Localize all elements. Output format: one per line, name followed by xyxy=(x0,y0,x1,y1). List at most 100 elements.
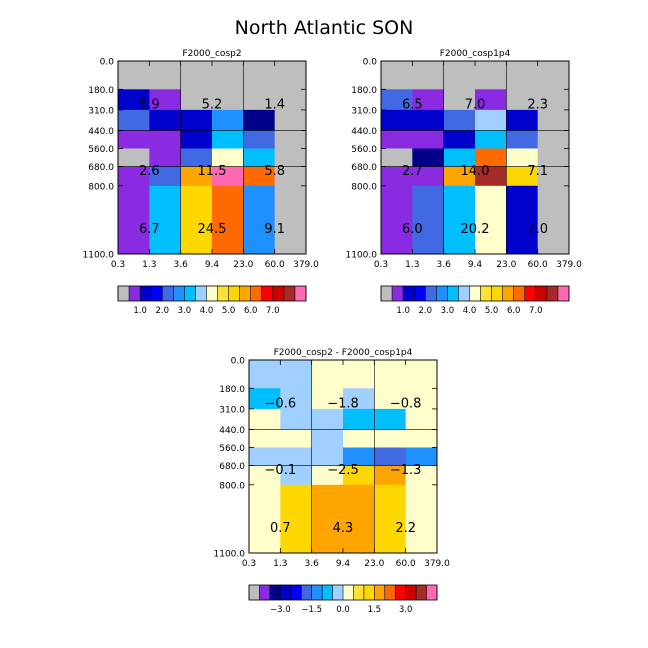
heatmap-cell xyxy=(118,89,150,111)
colorbar-swatch xyxy=(195,286,207,301)
heatmap-cell xyxy=(280,388,313,410)
x-tick-label: 0.3 xyxy=(374,260,388,270)
heatmap-cell xyxy=(537,130,570,149)
heatmap-cell xyxy=(475,61,507,90)
colorbar-frame xyxy=(380,285,570,302)
colorbar-swatch xyxy=(259,585,271,600)
colorbar-swatch xyxy=(217,286,229,301)
heatmap-cell xyxy=(443,89,476,111)
colorbar-swatch xyxy=(480,286,492,301)
panel-title: F2000_cosp2 - F2000_cosp1p4 xyxy=(274,348,413,358)
heatmap-cell xyxy=(343,465,375,486)
colorbar-label: 3.0 xyxy=(441,306,455,316)
colorbar-swatch xyxy=(384,585,396,600)
heatmap-cell xyxy=(405,465,438,486)
x-tick-label: 379.0 xyxy=(293,260,319,270)
colorbar-label: −3.0 xyxy=(270,605,291,615)
heatmap-cell xyxy=(405,408,438,430)
y-tick-label: 680.0 xyxy=(351,163,377,173)
x-tick-label: 60.0 xyxy=(265,260,285,270)
heatmap-cell xyxy=(212,148,244,167)
colorbar-swatch xyxy=(535,286,548,301)
heatmap-cell xyxy=(149,148,182,167)
heatmap-cell xyxy=(149,89,182,111)
heatmap-cell xyxy=(149,130,182,149)
colorbar-swatch xyxy=(513,286,526,301)
heatmap-cell xyxy=(537,89,570,111)
y-tick-label: 440.0 xyxy=(351,127,377,137)
colorbar-swatch xyxy=(151,286,163,301)
heatmap-cell xyxy=(274,109,307,131)
aggregate-value: 5.9 xyxy=(139,97,160,112)
heatmap-cell xyxy=(343,429,375,448)
aggregate-value: 11.5 xyxy=(198,164,227,179)
y-tick-label: 440.0 xyxy=(88,127,114,137)
aggregate-value: 2.3 xyxy=(527,97,548,112)
heatmap-cell xyxy=(443,148,476,167)
colorbar-swatch xyxy=(381,286,393,301)
colorbar-swatch xyxy=(162,286,174,301)
heatmap-cell xyxy=(180,61,213,90)
heatmap-cell xyxy=(381,61,413,90)
heatmap-cell xyxy=(249,429,281,448)
heatmap-cell xyxy=(443,130,476,149)
heatmap-cell xyxy=(537,166,570,187)
heatmap-cell xyxy=(311,484,344,554)
heatmap-cell xyxy=(243,89,276,111)
heatmap-cell xyxy=(274,148,307,167)
heatmap-cell xyxy=(249,360,281,389)
y-tick-label: 440.0 xyxy=(219,426,245,436)
heatmap-cell xyxy=(149,185,182,255)
heatmap-cell xyxy=(243,61,276,90)
colorbar-label: 1.0 xyxy=(396,306,410,316)
heatmap-cell xyxy=(311,360,344,389)
colorbar-swatch xyxy=(239,286,252,301)
heatmap-cell xyxy=(118,185,150,255)
heatmap-cell xyxy=(118,61,150,90)
x-tick-label: 9.4 xyxy=(468,260,483,270)
heatmap-cell xyxy=(405,447,438,466)
heatmap-cell xyxy=(506,61,539,90)
colorbar-swatch xyxy=(403,286,415,301)
colorbar-swatch xyxy=(206,286,218,301)
heatmap-cell xyxy=(274,130,307,149)
heatmap-cell xyxy=(381,185,413,255)
y-tick-label: 560.0 xyxy=(88,145,114,155)
heatmap-cell xyxy=(506,130,539,149)
heatmap-cell xyxy=(506,148,539,167)
colorbar-swatch xyxy=(118,286,130,301)
heatmap-cell xyxy=(212,185,244,255)
heatmap-cell xyxy=(180,130,213,149)
colorbar-swatch xyxy=(322,585,333,600)
heatmap-cell xyxy=(475,130,507,149)
heatmap-cell xyxy=(249,484,281,554)
colorbar: −3.0 −1.5 0.0 1.5 3.0 xyxy=(248,584,438,615)
colorbar-swatch xyxy=(458,286,470,301)
aggregate-value: 2.2 xyxy=(395,521,416,536)
heatmap-cell xyxy=(180,109,213,131)
panel-title: F2000_cosp2 xyxy=(182,49,241,59)
heatmap-cell xyxy=(374,408,407,430)
aggregate-value: 7.0 xyxy=(465,97,486,112)
colorbar-swatch xyxy=(436,286,448,301)
colorbar: 1.0 2.0 3.0 4.0 5.0 6.0 7.0 xyxy=(117,285,307,316)
y-tick-label: 560.0 xyxy=(219,444,245,454)
aggregate-value: 7.1 xyxy=(527,164,548,179)
heatmap-cell xyxy=(180,148,213,167)
heatmap-cell xyxy=(412,130,445,149)
colorbar-swatch xyxy=(363,585,375,600)
heatmap-cell xyxy=(381,109,413,131)
aggregate-value: −0.8 xyxy=(390,396,422,411)
colorbar-swatch xyxy=(269,585,281,600)
heatmap-cell xyxy=(475,148,507,167)
chart-title: North Atlantic SON xyxy=(235,17,414,39)
y-tick-label: 800.0 xyxy=(88,182,114,192)
heatmap-cell xyxy=(374,447,407,466)
heatmap-cell xyxy=(412,166,445,187)
colorbar-swatch xyxy=(416,585,427,600)
colorbar-swatch xyxy=(332,585,344,600)
aggregate-value: −2.5 xyxy=(327,463,359,478)
heatmap-cell xyxy=(280,484,313,554)
x-tick-label: 379.0 xyxy=(424,559,450,569)
